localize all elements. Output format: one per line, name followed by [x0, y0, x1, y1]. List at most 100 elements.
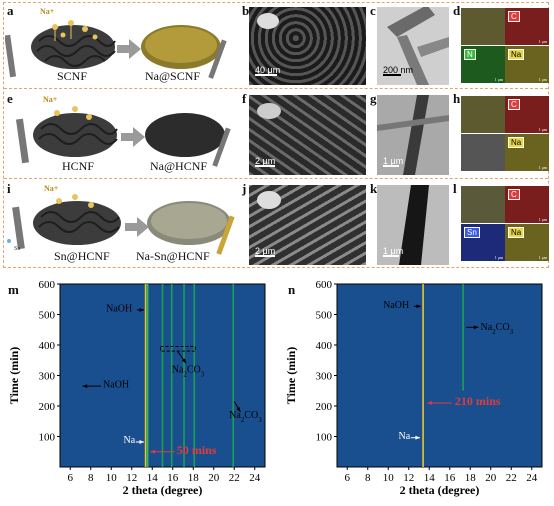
y-tick-label: 100 [316, 432, 333, 444]
map-scale: 1 μm [538, 127, 547, 132]
x-tick-label: 22 [506, 472, 517, 484]
panel-label-j: j [242, 181, 247, 196]
tem-image-g: 1 μm [377, 95, 449, 175]
x-axis-label: 2 theta (degree) [400, 483, 480, 497]
inset-photo [257, 13, 279, 29]
peak-line-5 [193, 284, 196, 467]
x-tick-label: 10 [106, 472, 118, 484]
inset-photo [257, 191, 281, 209]
arrow-na-head [139, 440, 145, 444]
x-tick-label: 10 [383, 472, 395, 484]
schematic-sn-hcnf [7, 194, 235, 255]
x-tick-label: 18 [188, 472, 200, 484]
map-na: Na 1 μm [505, 224, 549, 261]
map-scale: 1 μm [538, 255, 547, 260]
map-sem [461, 96, 505, 133]
panel-label-f: f [242, 91, 247, 106]
arrow-naoh-top-head [139, 307, 145, 312]
ion-label-row3: Na+ [44, 184, 59, 193]
y-tick-label: 500 [39, 310, 56, 322]
map-scale: 1 μm [538, 77, 547, 82]
arrow-time-mark-head [150, 449, 155, 454]
heatmap-area [336, 283, 543, 468]
y-tick-label: 400 [316, 340, 333, 352]
arrow-naoh-head [416, 304, 422, 309]
annotation-time-mark: 210 mins [455, 394, 501, 408]
na2co3-dashed-box [159, 346, 196, 352]
peak-line-0 [144, 284, 147, 467]
scale-label-b: 40 μm [255, 65, 281, 75]
fiber-shapes [387, 7, 449, 85]
y-tick-label: 400 [39, 340, 56, 352]
map-scale: 1 μm [538, 217, 547, 222]
scale-bar [383, 255, 399, 257]
panel-label-i: i [7, 181, 11, 196]
annotation-na: Na [124, 435, 136, 446]
panel-label-n: n [288, 282, 296, 297]
peak-line-6 [232, 284, 235, 467]
annotation-time-mark: 50 mins [177, 443, 217, 457]
scale-label-c: 200 nm [383, 65, 414, 75]
annotation-na2co3-box: Na2CO3 [172, 364, 205, 378]
panel-label-b: b [242, 3, 250, 18]
map-c: C 1 μm [505, 186, 549, 223]
map-overlay [461, 134, 505, 171]
scale-label-k: 1 μm [383, 246, 404, 256]
map-label-n: N [464, 49, 476, 60]
arrow-na-head [415, 435, 421, 440]
x-tick-label: 14 [424, 472, 436, 484]
map-label-c: C [508, 99, 520, 110]
x-tick-label: 20 [485, 472, 497, 484]
map-scale: 1 μm [538, 165, 547, 170]
map-c: C 1 μm [505, 96, 549, 133]
in-situ-xrd-heatmap-m: 6 8 10 12 14 16 18 20 22 24 100 200 300 400 500 600 2 th… [7, 279, 266, 497]
peak-line-3 [170, 284, 173, 467]
peak-line-1 [146, 284, 149, 467]
scale-bar [255, 255, 275, 257]
y-tick-label: 500 [316, 310, 333, 322]
map-na: Na 1 μm [505, 134, 549, 171]
scale-label-g: 1 μm [383, 156, 404, 166]
in-situ-xrd-heatmap-n: 6 8 10 12 14 16 18 20 22 24 100 200 300 400 500 600 2 th… [284, 279, 543, 497]
peak-line-1 [462, 284, 464, 391]
panel-label-c: c [370, 3, 376, 18]
x-axis-label: 2 theta (degree) [123, 483, 203, 497]
annotation-na2co3-right: Na2CO3 [229, 410, 262, 424]
label-na-sn-hcnf: Na-Sn@HCNF [136, 249, 210, 263]
x-tick-label: 18 [465, 472, 477, 484]
y-axis-label: Time (min) [7, 347, 21, 404]
row-separator-1 [4, 88, 548, 89]
peak-line-4 [183, 284, 185, 467]
map-sem [461, 186, 505, 223]
map-label-na: Na [508, 49, 525, 60]
sn-legend: Sn [14, 246, 21, 252]
y-tick-label: 200 [316, 401, 333, 413]
panel-label-l: l [453, 181, 457, 196]
sem-image-f: 2 μm [249, 95, 366, 175]
map-label-c: C [508, 11, 520, 22]
scale-bar [255, 165, 275, 167]
panel-label-d: d [453, 3, 461, 18]
y-tick-label: 300 [39, 371, 56, 383]
label-hcnf: HCNF [62, 159, 95, 173]
ion-label-row2: Na+ [43, 95, 58, 104]
panel-label-a: a [7, 3, 14, 18]
scale-label-j: 2 μm [255, 246, 276, 256]
y-tick-label: 300 [316, 371, 333, 383]
panel-label-k: k [370, 181, 378, 196]
map-na: Na 1 μm [505, 46, 549, 83]
annotation-naoh-mid: NaOH [103, 380, 129, 391]
y-tick-label: 600 [316, 279, 333, 291]
x-tick-label: 24 [249, 472, 261, 484]
schematic-hcnf [15, 106, 231, 167]
scale-bar [383, 74, 401, 76]
map-label-na: Na [508, 137, 525, 148]
arrow-na2co3-head [473, 325, 479, 330]
scale-label-f: 2 μm [255, 156, 276, 166]
map-scale: 1 μm [538, 39, 547, 44]
arrow-naoh-mid-head [82, 384, 88, 389]
map-scale: 1 μm [494, 77, 503, 82]
x-tick-label: 14 [147, 472, 159, 484]
x-tick-label: 16 [167, 472, 179, 484]
y-tick-label: 600 [39, 279, 56, 291]
